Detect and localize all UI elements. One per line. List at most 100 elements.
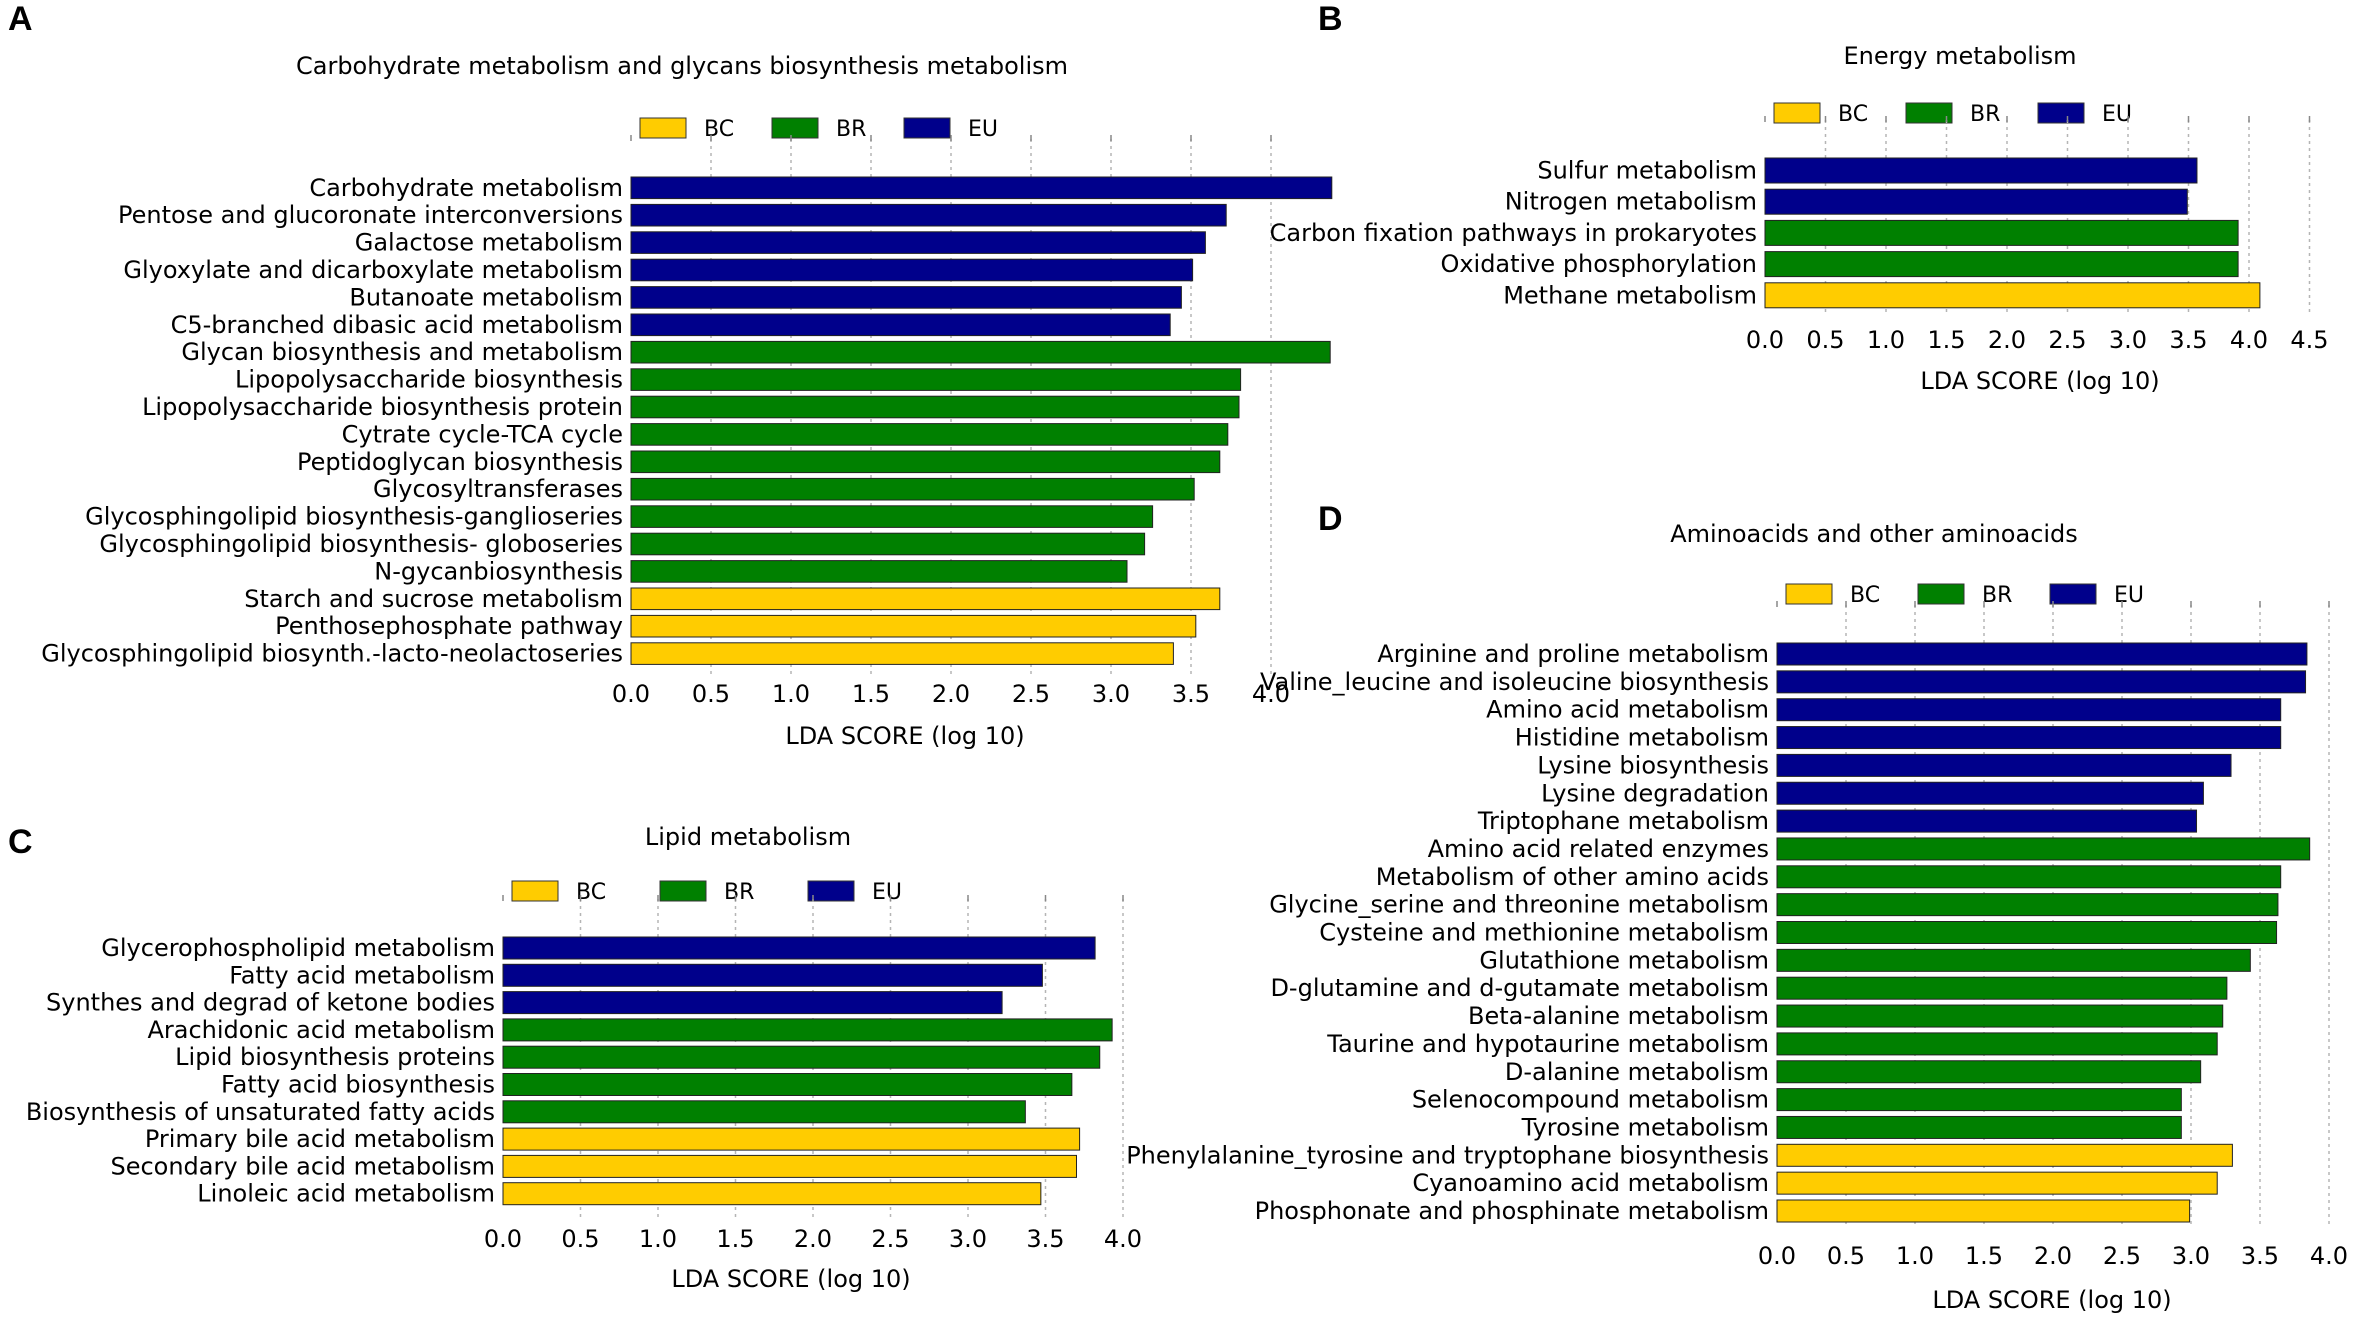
panel-d-bar-cysteine-and-methionine-metabolism: [1776, 921, 2278, 944]
panel-c-tick-label: 4.0: [1104, 1225, 1142, 1253]
panel-c-bar-biosynthesis-of-unsaturated-fatty-acids: [502, 1100, 1026, 1124]
panel-b-bar-oxidative-phosphorylation: [1764, 251, 2239, 278]
panel-d-category-label: Glutathione metabolism: [1479, 946, 1769, 974]
panel-d-category-label: Glycine_serine and threonine metabolism: [1269, 891, 1769, 919]
panel-c-bar-linoleic-acid-metabolism: [502, 1182, 1042, 1206]
panel-c-tick-label: 2.0: [794, 1225, 832, 1253]
panel-d-bar-valine-leucine-and-isoleucine-biosynthesis: [1776, 670, 2307, 694]
panel-a-bar-glycosphingolipid-biosynthesis-ganglioseries: [630, 505, 1154, 528]
panel-a-bar-c5-branched-dibasic-acid-metabolism: [630, 313, 1171, 337]
panel-c-legend-swatch-eu: [807, 880, 855, 902]
panel-c-category-label: Synthes and degrad of ketone bodies: [46, 989, 495, 1017]
panel-d-tick-label: 1.5: [1965, 1242, 2003, 1270]
panel-b-tick-label: 1.0: [1867, 326, 1905, 354]
panel-a-legend-swatch-br: [771, 117, 819, 139]
panel-a-category-label: Carbohydrate metabolism: [309, 174, 623, 202]
panel-c-category-label: Primary bile acid metabolism: [145, 1125, 495, 1153]
panel-a-bar-n-gycanbiosynthesis: [630, 560, 1128, 583]
panel-b-tick-label: 4.5: [2290, 326, 2328, 354]
panel-a-bar-glycosyltransferases: [630, 477, 1195, 501]
panel-d-tick-label: 2.0: [2034, 1242, 2072, 1270]
panel-d-bar-d-glutamine-and-d-gutamate-metabolism: [1776, 976, 2228, 1000]
panel-d-category-label: Arginine and proline metabolism: [1377, 640, 1769, 668]
panel-d-bar-tyrosine-metabolism: [1776, 1115, 2182, 1139]
panel-a-bar-pentose-and-glucoronate-interconversions: [630, 203, 1227, 227]
panel-d-legend-swatch-eu: [2049, 583, 2097, 605]
panel-d-bar-cyanoamino-acid-metabolism: [1776, 1171, 2218, 1195]
panel-d-bar-lysine-degradation: [1776, 781, 2204, 805]
panel-a-category-label: Starch and sucrose metabolism: [244, 585, 623, 613]
panel-b-xlabel: LDA SCORE (log 10): [1920, 367, 2159, 395]
panel-d-xlabel: LDA SCORE (log 10): [1932, 1286, 2171, 1314]
panel-d-category-label: Phosphonate and phosphinate metabolism: [1255, 1197, 1769, 1225]
panel-a-category-label: Galactose metabolism: [355, 229, 623, 257]
panel-d-legend-label-br: BR: [1982, 583, 2012, 608]
panel-d-tick-label: 0.5: [1827, 1242, 1865, 1270]
panel-a-tick-label: 2.5: [1012, 680, 1050, 708]
panel-a-tick-label: 4.0: [1252, 680, 1290, 708]
panel-d-category-label: Cysteine and methionine metabolism: [1319, 919, 1769, 947]
panel-a-category-label: Glycosphingolipid biosynthesis-gangliose…: [85, 503, 623, 531]
panel-c-legend-label-br: BR: [724, 880, 754, 905]
panel-d-bar-metabolism-of-other-amino-acids: [1776, 865, 2282, 889]
panel-d-category-label: Selenocompound metabolism: [1412, 1086, 1769, 1114]
panel-d-category-label: Lysine degradation: [1541, 779, 1769, 807]
panel-d-category-label: Cyanoamino acid metabolism: [1412, 1169, 1769, 1197]
panel-a-bar-peptidoglycan-biosynthesis: [630, 450, 1221, 474]
panel-b-bar-sulfur-metabolism: [1764, 157, 2198, 184]
panel-c-category-label: Fatty acid biosynthesis: [221, 1071, 495, 1099]
panel-d-category-label: Beta-alanine metabolism: [1468, 1002, 1769, 1030]
panel-b-bar-nitrogen-metabolism: [1764, 188, 2188, 215]
panel-a-tick-label: 3.5: [1172, 680, 1210, 708]
panel-d-tick-label: 0.0: [1758, 1242, 1796, 1270]
panel-b-legend-label-br: BR: [1970, 102, 2000, 127]
panel-b-tick-label: 3.0: [2109, 326, 2147, 354]
panel-b-legend-swatch-bc: [1773, 102, 1821, 124]
panel-b-tick-label: 0.0: [1746, 326, 1784, 354]
panel-a-bar-lipopolysaccharide-biosynthesis-protein: [630, 395, 1240, 419]
panel-b-legend-swatch-br: [1905, 102, 1953, 124]
panel-c-category-label: Secondary bile acid metabolism: [110, 1152, 495, 1180]
panel-b-category-label: Oxidative phosphorylation: [1440, 250, 1757, 278]
panel-a-category-label: Glycan biosynthesis and metabolism: [181, 338, 623, 366]
panel-d-category-label: D-glutamine and d-gutamate metabolism: [1270, 974, 1769, 1002]
panel-c-bar-arachidonic-acid-metabolism: [502, 1018, 1113, 1042]
panel-a-legend-label-eu: EU: [968, 117, 998, 142]
panel-c-xlabel: LDA SCORE (log 10): [671, 1265, 910, 1293]
panel-b-bar-carbon-fixation-pathways-in-prokaryotes: [1764, 219, 2239, 246]
panel-a-xlabel: LDA SCORE (log 10): [785, 722, 1024, 750]
panel-a-legend-swatch-eu: [903, 117, 951, 139]
panel-a-category-label: Lipopolysaccharide biosynthesis protein: [142, 393, 623, 421]
panel-d-category-label: Tyrosine metabolism: [1521, 1113, 1769, 1141]
panel-c-bar-secondary-bile-acid-metabolism: [502, 1154, 1077, 1178]
panel-a-tick-label: 0.5: [692, 680, 730, 708]
panel-d-category-label: D-alanine metabolism: [1505, 1058, 1769, 1086]
panel-d-bar-glycine-serine-and-threonine-metabolism: [1776, 893, 2279, 917]
panel-d-legend-label-bc: BC: [1850, 583, 1880, 608]
panel-d-bar-beta-alanine-metabolism: [1776, 1004, 2224, 1028]
panel-c-tick-label: 1.5: [716, 1225, 754, 1253]
panel-a-category-label: Lipopolysaccharide biosynthesis: [235, 366, 623, 394]
panel-d-category-label: Taurine and hypotaurine metabolism: [1326, 1030, 1769, 1058]
panel-c-tick-label: 3.5: [1026, 1225, 1064, 1253]
panel-d-bar-lysine-biosynthesis: [1776, 753, 2232, 777]
panel-c-tick-label: 0.5: [561, 1225, 599, 1253]
panel-b-tick-label: 4.0: [2230, 326, 2268, 354]
panel-d-bar-glutathione-metabolism: [1776, 948, 2251, 972]
panel-c-tick-label: 3.0: [949, 1225, 987, 1253]
panel-d-tick-label: 2.5: [2103, 1242, 2141, 1270]
panel-b-category-label: Sulfur metabolism: [1537, 157, 1757, 185]
panel-b: B Energy metabolism BC BR EU Sulfur metabolis…: [1270, 0, 2329, 395]
panel-a-category-label: Glycosphingolipid biosynthesis- globoser…: [99, 530, 623, 558]
panel-b-category-label: Methane metabolism: [1503, 281, 1757, 309]
panel-d-bar-d-alanine-metabolism: [1776, 1060, 2202, 1084]
panel-d-legend-swatch-br: [1917, 583, 1965, 605]
panel-b-tick-label: 3.5: [2169, 326, 2207, 354]
panel-a-title: Carbohydrate metabolism and glycans bios…: [296, 52, 1068, 80]
panel-a-bar-carbohydrate-metabolism: [630, 176, 1333, 200]
panel-d-title: Aminoacids and other aminoacids: [1670, 520, 2078, 548]
panel-a-bar-starch-and-sucrose-metabolism: [630, 587, 1221, 611]
panel-b-tick-label: 1.5: [1927, 326, 1965, 354]
panel-c-bar-primary-bile-acid-metabolism: [502, 1127, 1081, 1151]
